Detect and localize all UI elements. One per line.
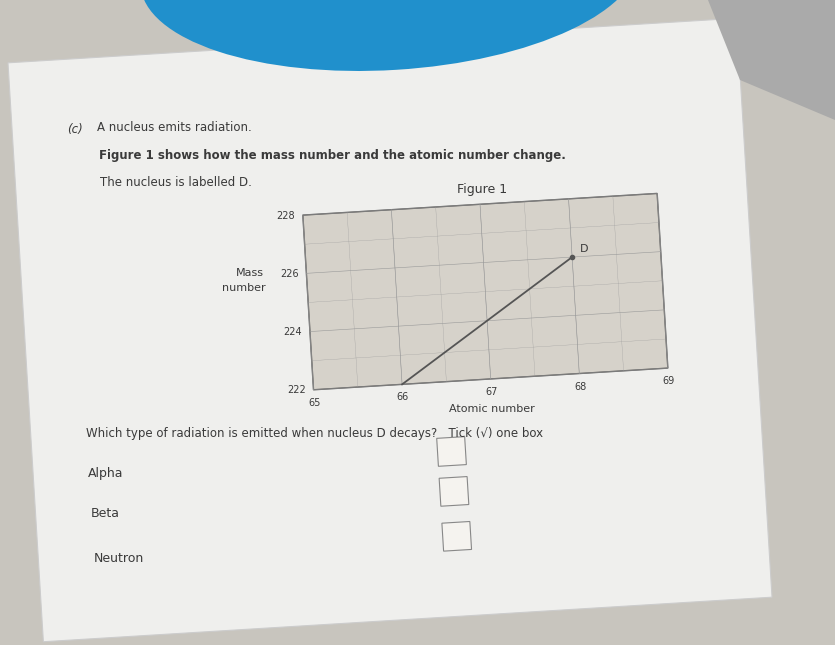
Polygon shape [442, 522, 472, 551]
Text: 224: 224 [283, 327, 302, 337]
Text: Atomic number: Atomic number [449, 404, 535, 414]
Text: 68: 68 [574, 381, 586, 392]
Text: number: number [221, 283, 266, 293]
Polygon shape [700, 0, 835, 120]
Text: The nucleus is labelled D.: The nucleus is labelled D. [100, 176, 252, 189]
Text: 222: 222 [286, 385, 306, 395]
Text: 226: 226 [280, 269, 298, 279]
Text: A nucleus emits radiation.: A nucleus emits radiation. [97, 121, 252, 134]
Bar [8, 18, 772, 642]
Text: 69: 69 [662, 376, 675, 386]
Text: Which type of radiation is emitted when nucleus D decays?   Tick (√) one box: Which type of radiation is emitted when … [86, 427, 543, 441]
Polygon shape [303, 194, 668, 390]
Text: D: D [579, 244, 588, 253]
Text: Neutron: Neutron [94, 552, 144, 565]
Text: 65: 65 [308, 398, 321, 408]
Polygon shape [437, 437, 467, 466]
Polygon shape [439, 477, 468, 506]
Text: 67: 67 [485, 387, 498, 397]
Text: 66: 66 [397, 392, 409, 402]
Text: Figure 1: Figure 1 [457, 183, 507, 195]
Text: Alpha: Alpha [89, 467, 124, 480]
Text: Figure 1 shows how the mass number and the atomic number change.: Figure 1 shows how the mass number and t… [99, 149, 565, 162]
Text: Beta: Beta [91, 507, 119, 520]
Text: (c): (c) [67, 123, 83, 136]
Ellipse shape [140, 0, 640, 71]
Text: 228: 228 [276, 211, 295, 221]
Text: Mass: Mass [236, 268, 264, 277]
